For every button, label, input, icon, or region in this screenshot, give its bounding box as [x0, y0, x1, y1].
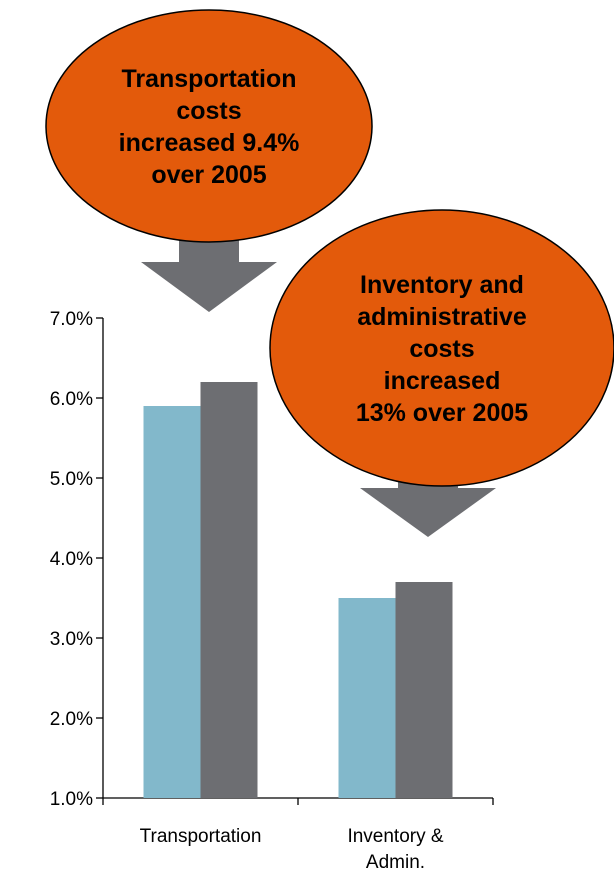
- callout-bubble: [269, 209, 614, 487]
- category-label-line: Admin.: [366, 852, 425, 873]
- y-tick-label: 2.0%: [50, 709, 93, 730]
- bar-series-1-cat-2: [338, 598, 396, 798]
- callout-text-line: increased: [384, 367, 501, 395]
- y-tick-label: 5.0%: [50, 469, 93, 490]
- callout-text-line: costs: [176, 97, 241, 125]
- callout-text-line: increased 9.4%: [119, 129, 300, 157]
- category-label-2: Inventory & Admin.: [347, 826, 443, 873]
- callout-text-line: 13% over 2005: [356, 399, 528, 427]
- y-tick-label: 3.0%: [50, 629, 93, 650]
- callout-text-line: administrative: [357, 303, 527, 331]
- callout-1: Transportation costs increased 9.4% over 20…: [45, 9, 373, 312]
- y-tick-label: 1.0%: [50, 789, 93, 810]
- y-tick-label: 7.0%: [50, 309, 93, 330]
- y-tick-label: 4.0%: [50, 549, 93, 570]
- callout-text: Transportation costs increased 9.4% over 20…: [119, 65, 300, 189]
- bars: [143, 382, 453, 798]
- callout-2: Inventory and administrative costs increase…: [269, 209, 614, 537]
- y-tick-label: 6.0%: [50, 389, 93, 410]
- category-label-line: Inventory &: [347, 826, 443, 847]
- callout-text-line: over 2005: [151, 161, 266, 189]
- callout-text-line: Transportation: [121, 65, 296, 93]
- callout-arrow-icon: [360, 468, 496, 537]
- callout-text: Inventory and administrative costs increase…: [356, 271, 528, 427]
- callout-bubble: [45, 9, 373, 243]
- category-label-line: Transportation: [140, 826, 262, 847]
- category-labels: Transportation Inventory & Admin.: [140, 826, 444, 873]
- bar-series-1-cat-1: [143, 406, 201, 798]
- callout-text-line: Inventory and: [360, 271, 524, 299]
- bar-series-2-cat-1: [200, 382, 258, 798]
- bar-series-2-cat-2: [395, 582, 453, 798]
- callout-arrow-icon: [141, 238, 277, 312]
- category-label-1: Transportation: [140, 826, 262, 847]
- axes: 1.0% 2.0% 3.0% 4.0% 5.0% 6.0% 7.0%: [50, 309, 494, 810]
- callouts: Transportation costs increased 9.4% over 20…: [45, 9, 614, 537]
- callout-text-line: costs: [409, 335, 474, 363]
